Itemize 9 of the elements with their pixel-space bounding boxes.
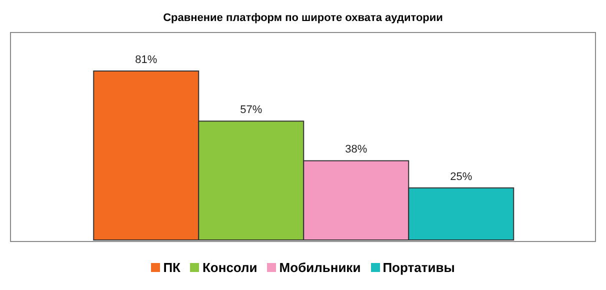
legend-label: Мобильники (279, 260, 361, 275)
data-label: 81% (135, 54, 158, 66)
data-label: 38% (345, 144, 368, 156)
data-label: 57% (240, 104, 262, 116)
chart-title: Сравнение платформ по широте охвата аудитории (162, 11, 444, 26)
legend-label: Консоли (202, 260, 258, 275)
data-label: 25% (450, 170, 472, 183)
legend-label: ПК (163, 260, 180, 275)
legend-label: Портативы (382, 260, 455, 275)
